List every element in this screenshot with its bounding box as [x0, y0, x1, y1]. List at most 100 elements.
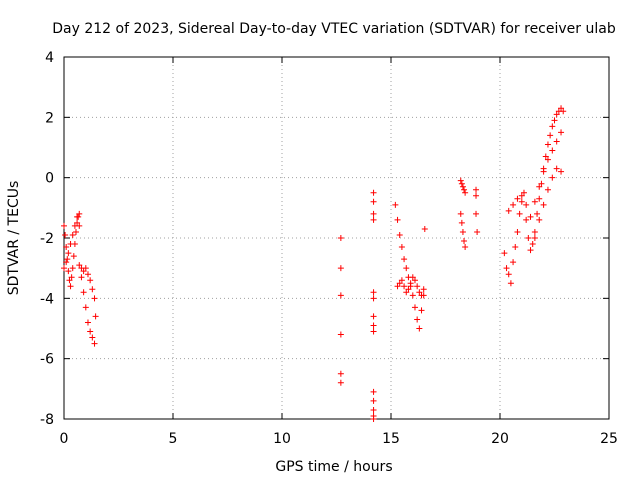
data-point: [78, 274, 85, 281]
x-tick-label: 20: [491, 431, 509, 447]
data-point: [418, 307, 425, 314]
data-point: [549, 174, 556, 181]
data-point: [89, 334, 96, 341]
data-point: [553, 165, 560, 172]
data-point: [520, 189, 527, 196]
data-point: [92, 313, 99, 320]
data-point: [71, 222, 78, 229]
data-point: [507, 280, 514, 287]
data-point: [505, 271, 512, 278]
x-tick-label: 5: [169, 431, 178, 447]
data-point: [80, 268, 87, 275]
data-point: [536, 216, 543, 223]
data-point: [416, 325, 423, 332]
data-point: [392, 201, 399, 208]
data-point: [396, 280, 403, 287]
data-point: [459, 228, 466, 235]
data-point: [70, 253, 77, 260]
data-point: [473, 186, 480, 193]
data-point: [398, 244, 405, 251]
data-point: [370, 322, 377, 329]
data-point: [65, 250, 72, 257]
data-point: [409, 274, 416, 281]
data-point: [76, 262, 83, 269]
data-point: [534, 210, 541, 217]
data-point: [542, 153, 549, 160]
data-point: [458, 180, 465, 187]
data-point: [458, 219, 465, 226]
x-axis-label: GPS time / hours: [275, 459, 392, 475]
data-point: [505, 207, 512, 214]
data-point: [401, 256, 408, 263]
series-seg-22h-c: [531, 165, 565, 241]
data-point: [370, 198, 377, 205]
data-point: [370, 210, 377, 217]
data-point: [553, 111, 560, 118]
series-seg-00h-b: [61, 210, 83, 272]
data-point: [510, 259, 517, 266]
data-point: [63, 259, 70, 266]
y-tick-label: -2: [40, 231, 54, 247]
data-point: [414, 316, 421, 323]
data-point: [72, 228, 79, 235]
data-point: [337, 370, 344, 377]
y-tick-label: -6: [40, 352, 54, 368]
x-tick-label: 10: [273, 431, 291, 447]
data-point: [398, 277, 405, 284]
data-point: [63, 244, 70, 251]
data-point: [510, 201, 517, 208]
data-point: [531, 235, 538, 241]
series-seg-20h-b: [505, 129, 565, 220]
grid-lines: [64, 57, 609, 419]
data-point: [401, 283, 408, 290]
data-point: [523, 216, 530, 223]
data-point: [462, 189, 469, 196]
data-point: [65, 268, 72, 275]
data-point: [459, 183, 466, 190]
data-point: [558, 168, 565, 175]
data-point: [407, 280, 414, 287]
series-seg-14h: [370, 189, 377, 422]
data-point: [337, 379, 344, 386]
data-point: [527, 213, 534, 220]
series-seg-12h: [337, 235, 344, 386]
data-point: [529, 241, 536, 248]
series-seg-01h-b: [78, 265, 98, 302]
data-point: [461, 186, 468, 193]
data-point: [523, 201, 530, 208]
data-point: [89, 286, 96, 293]
data-point: [67, 241, 74, 248]
data-point: [544, 156, 551, 163]
data-point: [409, 292, 416, 299]
data-point: [370, 388, 377, 395]
data-point: [536, 195, 543, 202]
data-point: [405, 286, 412, 293]
axis-ticks: 0 5 10 15 20 25 -8 -6 -4 -2 0 2 4: [40, 50, 618, 447]
data-point: [82, 304, 89, 311]
data-point: [61, 222, 67, 229]
data-point: [421, 225, 428, 232]
data-point: [414, 283, 421, 290]
data-point: [544, 186, 551, 193]
x-tick-label: 15: [382, 431, 400, 447]
y-tick-label: 2: [45, 110, 54, 126]
x-tick-label: 25: [600, 431, 618, 447]
data-point: [80, 289, 87, 296]
data-point: [514, 195, 521, 202]
data-point: [457, 177, 464, 184]
data-point: [503, 265, 510, 272]
data-point: [91, 340, 98, 347]
data-point: [76, 210, 83, 217]
data-point: [396, 231, 403, 238]
data-point: [474, 228, 481, 235]
data-point: [558, 105, 565, 112]
data-point: [370, 416, 377, 422]
data-point: [370, 328, 377, 335]
y-axis-label: SDTVAR / TECUs: [6, 181, 22, 296]
data-point: [87, 328, 94, 335]
data-point: [68, 274, 75, 281]
data-point: [370, 189, 377, 196]
data-point: [403, 265, 410, 272]
